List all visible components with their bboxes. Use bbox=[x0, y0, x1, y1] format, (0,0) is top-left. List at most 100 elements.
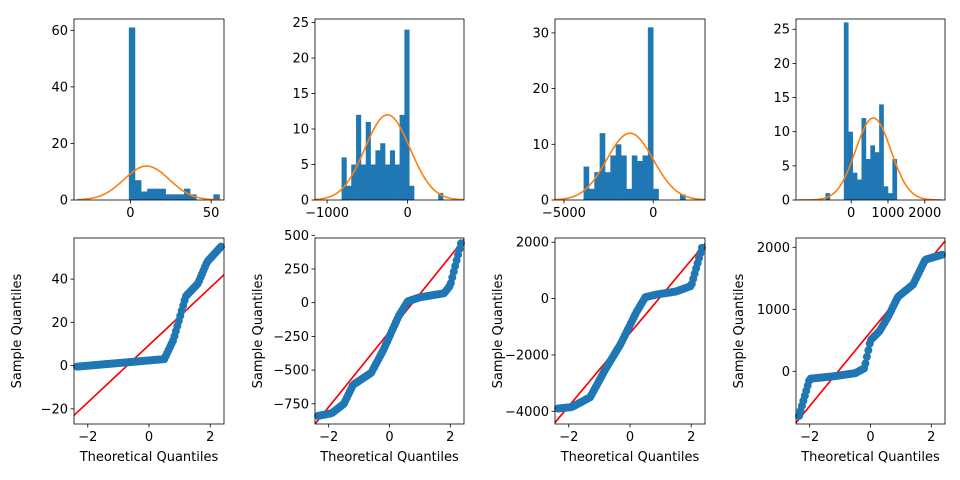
normal-fit-curve bbox=[315, 114, 464, 200]
x-tick: 0 bbox=[403, 200, 412, 221]
histogram-bar bbox=[631, 155, 638, 200]
normal-fit-curve bbox=[77, 165, 221, 200]
y-tick: 10 bbox=[532, 138, 555, 153]
histogram-bar bbox=[141, 191, 148, 200]
histogram-bar bbox=[380, 143, 386, 200]
y-tick: 5 bbox=[301, 158, 315, 173]
y-tick-label: 30 bbox=[532, 26, 549, 41]
y-tick-label: 20 bbox=[51, 316, 68, 331]
y-tick: 0 bbox=[60, 359, 74, 374]
histogram-bar bbox=[861, 118, 867, 200]
y-tick-label: 1000 bbox=[757, 303, 790, 318]
y-axis-label: Sample Quantiles bbox=[732, 273, 747, 388]
x-tick: −2 bbox=[319, 424, 338, 445]
y-tick-label: −20 bbox=[41, 402, 68, 417]
y-tick: 40 bbox=[51, 80, 74, 95]
histogram-bar bbox=[351, 164, 357, 200]
histogram-bar bbox=[394, 164, 400, 200]
y-tick-label: 20 bbox=[51, 137, 68, 152]
x-tick-label: 2000 bbox=[908, 206, 941, 221]
histogram-bar bbox=[128, 27, 136, 200]
y-tick: 25 bbox=[773, 23, 796, 38]
y-axis-label: Sample Quantiles bbox=[491, 273, 506, 388]
x-axis-label: Theoretical Quantiles bbox=[79, 450, 219, 465]
qq-point bbox=[862, 352, 871, 361]
histogram-bar bbox=[341, 157, 347, 200]
histogram-bar bbox=[887, 193, 893, 200]
plot-area bbox=[797, 22, 942, 200]
x-tick: −2 bbox=[78, 424, 97, 445]
y-tick: −750 bbox=[273, 397, 315, 412]
x-tick: 0 bbox=[145, 424, 153, 445]
y-tick-label: 40 bbox=[51, 273, 68, 288]
histogram-bar bbox=[870, 145, 876, 200]
histogram-bar bbox=[879, 104, 884, 200]
histogram-bar bbox=[190, 194, 197, 200]
x-tick-label: −5000 bbox=[542, 206, 586, 221]
y-tick-label: 10 bbox=[532, 138, 549, 153]
y-tick: 15 bbox=[773, 91, 796, 106]
plot-area bbox=[555, 27, 705, 200]
y-tick-label: 25 bbox=[292, 16, 309, 31]
y-tick-label: 500 bbox=[284, 229, 309, 244]
histogram-bar bbox=[610, 155, 617, 200]
subplot-4: 0 1000 2000 0 5 10 15 20 25 bbox=[773, 18, 946, 221]
histogram-bar bbox=[399, 114, 405, 200]
histogram-bar bbox=[171, 194, 179, 200]
x-tick-label: 2 bbox=[927, 430, 935, 445]
y-tick: 250 bbox=[284, 263, 315, 278]
histogram-bar bbox=[365, 121, 371, 200]
y-tick-label: 250 bbox=[284, 263, 309, 278]
histogram-bar bbox=[857, 179, 862, 200]
histogram-bar bbox=[605, 172, 611, 200]
x-tick: 2 bbox=[206, 424, 214, 445]
y-tick-label: 2000 bbox=[516, 236, 549, 251]
histogram-bar bbox=[653, 188, 659, 200]
x-tick: 0 bbox=[866, 424, 875, 445]
qq-point bbox=[456, 239, 465, 248]
y-tick-label: 20 bbox=[532, 82, 549, 97]
y-tick: 0 bbox=[301, 296, 315, 311]
x-axis-label: Theoretical Quantiles bbox=[800, 450, 940, 465]
y-tick: −250 bbox=[273, 330, 315, 345]
x-tick-label: −2 bbox=[319, 430, 338, 445]
y-tick: 60 bbox=[51, 24, 74, 39]
x-tick-label: −1000 bbox=[305, 206, 349, 221]
y-tick: 20 bbox=[51, 316, 74, 331]
reference-line-overlay bbox=[74, 274, 224, 416]
x-tick: 0 bbox=[847, 200, 855, 221]
y-tick-label: 0 bbox=[541, 292, 549, 307]
x-tick-label: −2 bbox=[78, 430, 97, 445]
histogram-bar bbox=[843, 22, 849, 200]
x-tick-label: 0 bbox=[626, 430, 634, 445]
histogram-bar bbox=[852, 172, 858, 200]
y-tick: 0 bbox=[541, 194, 555, 209]
y-tick-label: 25 bbox=[773, 23, 790, 38]
y-tick-label: 0 bbox=[60, 359, 68, 374]
histogram-bar bbox=[680, 194, 686, 200]
plot-area bbox=[315, 29, 464, 200]
y-tick: 0 bbox=[782, 365, 796, 380]
x-tick: 2000 bbox=[908, 200, 941, 221]
x-tick: 2 bbox=[687, 424, 695, 445]
histogram-bar bbox=[165, 194, 173, 200]
histogram-bar bbox=[159, 188, 166, 200]
histogram-bar bbox=[370, 164, 376, 200]
y-tick: 10 bbox=[292, 123, 315, 138]
subplot-7: −2 0 2 −4000 −2000 0 2000 Theoretical Quantiles… bbox=[491, 236, 706, 465]
y-tick: 500 bbox=[284, 229, 315, 244]
y-tick-label: −750 bbox=[273, 397, 309, 412]
subplot-1: 0 50 0 20 40 60 bbox=[51, 18, 225, 221]
histogram-bar bbox=[404, 29, 410, 200]
qq-point bbox=[861, 359, 870, 368]
x-tick-label: 0 bbox=[403, 206, 411, 221]
histogram-bar bbox=[375, 150, 381, 200]
x-tick: 50 bbox=[203, 200, 219, 221]
y-tick: 2000 bbox=[516, 236, 555, 251]
qq-point bbox=[864, 346, 873, 355]
y-tick-label: 15 bbox=[292, 87, 309, 102]
x-tick-label: 2 bbox=[446, 430, 454, 445]
